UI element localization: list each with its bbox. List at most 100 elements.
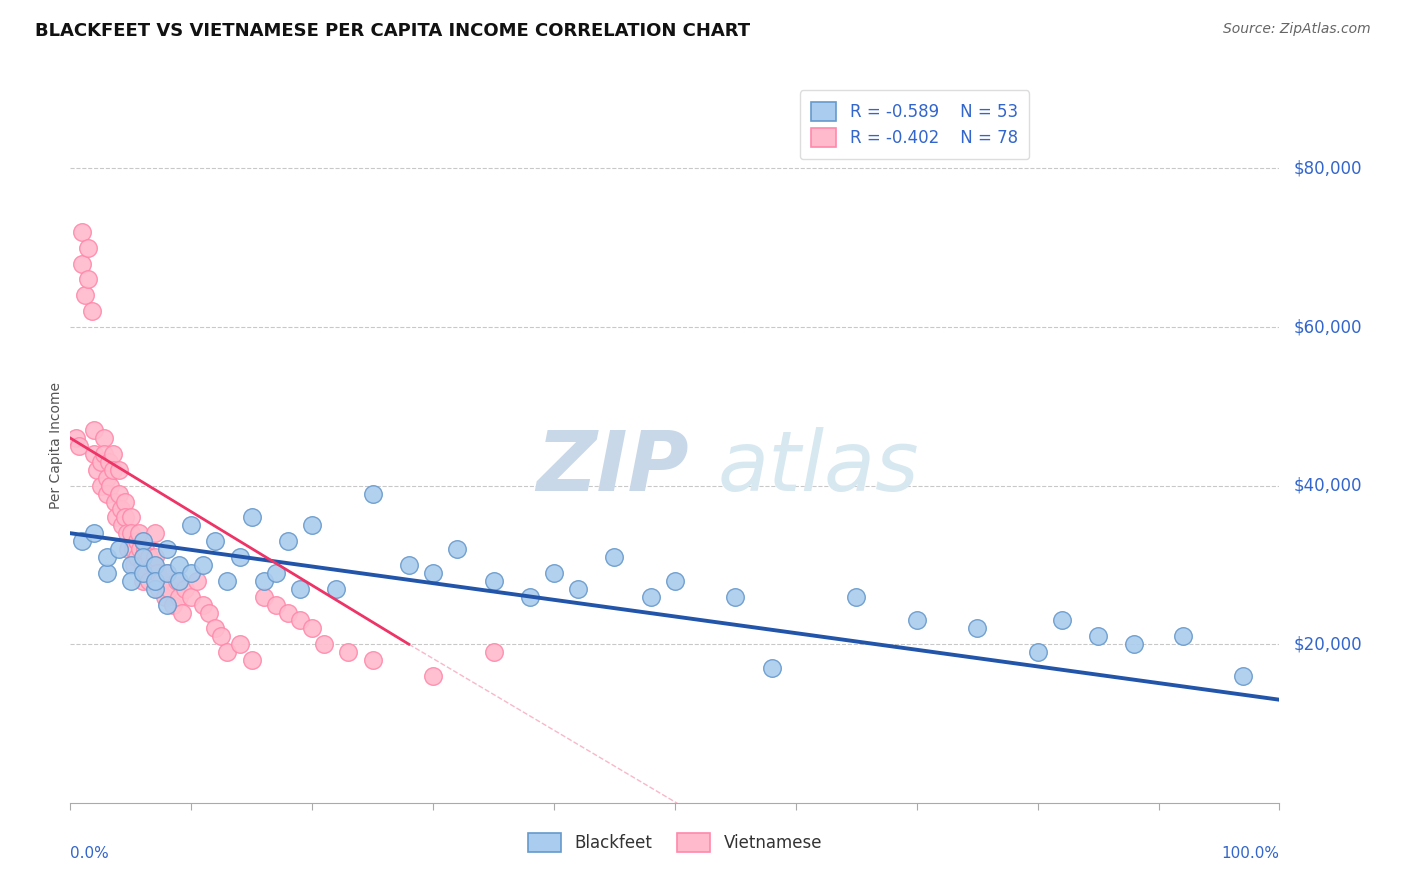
Point xyxy=(170,606,193,620)
Point xyxy=(124,558,146,572)
Point xyxy=(228,549,250,564)
Point xyxy=(519,590,541,604)
Point xyxy=(603,549,626,564)
Point xyxy=(156,598,179,612)
Point xyxy=(83,423,105,437)
Point xyxy=(277,606,299,620)
Point xyxy=(72,257,94,271)
Point xyxy=(204,534,226,549)
Point xyxy=(180,590,202,604)
Point xyxy=(156,566,179,580)
Point xyxy=(120,574,142,588)
Point xyxy=(314,637,336,651)
Point xyxy=(277,534,299,549)
Point xyxy=(83,526,105,541)
Point xyxy=(567,582,589,596)
Point xyxy=(96,549,118,564)
Point xyxy=(217,645,239,659)
Point xyxy=(125,549,148,564)
Point xyxy=(288,614,311,628)
Point xyxy=(167,558,190,572)
Point xyxy=(96,486,118,500)
Point xyxy=(65,431,87,445)
Point xyxy=(167,574,190,588)
Point xyxy=(253,590,276,604)
Point xyxy=(120,510,142,524)
Point xyxy=(156,566,179,580)
Point xyxy=(72,225,94,239)
Point xyxy=(1050,614,1073,628)
Point xyxy=(90,455,111,469)
Text: $80,000: $80,000 xyxy=(1294,160,1362,178)
Point xyxy=(120,526,142,541)
Point xyxy=(1123,637,1146,651)
Point xyxy=(180,518,202,533)
Point xyxy=(117,542,139,557)
Point xyxy=(80,304,103,318)
Point xyxy=(162,598,184,612)
Point xyxy=(966,621,988,635)
Point xyxy=(240,653,263,667)
Point xyxy=(83,447,105,461)
Point xyxy=(114,510,136,524)
Point xyxy=(132,574,155,588)
Point xyxy=(72,534,94,549)
Point xyxy=(422,566,444,580)
Point xyxy=(107,542,129,557)
Point xyxy=(67,439,90,453)
Point xyxy=(90,478,111,492)
Point xyxy=(128,526,150,541)
Point xyxy=(143,582,166,596)
Text: 0.0%: 0.0% xyxy=(70,846,110,861)
Point xyxy=(905,614,928,628)
Point xyxy=(166,574,188,588)
Point xyxy=(446,542,468,557)
Point xyxy=(482,574,505,588)
Point xyxy=(77,272,100,286)
Point xyxy=(211,629,233,643)
Point xyxy=(73,288,96,302)
Text: $40,000: $40,000 xyxy=(1294,476,1362,495)
Point xyxy=(143,526,166,541)
Point xyxy=(101,463,124,477)
Point xyxy=(193,558,215,572)
Text: 100.0%: 100.0% xyxy=(1222,846,1279,861)
Point xyxy=(398,558,420,572)
Point xyxy=(845,590,868,604)
Point xyxy=(198,606,221,620)
Text: $60,000: $60,000 xyxy=(1294,318,1362,336)
Point xyxy=(134,542,156,557)
Text: atlas: atlas xyxy=(717,427,920,508)
Point xyxy=(228,637,250,651)
Point xyxy=(120,558,142,572)
Point xyxy=(93,447,115,461)
Point xyxy=(264,566,287,580)
Point xyxy=(110,502,132,516)
Point xyxy=(153,590,176,604)
Point xyxy=(186,574,208,588)
Point xyxy=(98,478,121,492)
Point xyxy=(640,590,662,604)
Point xyxy=(301,518,323,533)
Point xyxy=(1026,645,1049,659)
Point xyxy=(288,582,311,596)
Point xyxy=(361,653,384,667)
Text: ZIP: ZIP xyxy=(536,427,689,508)
Point xyxy=(132,534,155,549)
Point xyxy=(122,542,145,557)
Point xyxy=(1171,629,1194,643)
Point xyxy=(240,510,263,524)
Text: Source: ZipAtlas.com: Source: ZipAtlas.com xyxy=(1223,22,1371,37)
Point xyxy=(138,549,160,564)
Point xyxy=(325,582,347,596)
Point xyxy=(143,558,166,572)
Point xyxy=(337,645,360,659)
Point xyxy=(114,494,136,508)
Point xyxy=(115,526,138,541)
Point xyxy=(101,447,124,461)
Point xyxy=(143,549,166,564)
Point xyxy=(96,471,118,485)
Legend: Blackfeet, Vietnamese: Blackfeet, Vietnamese xyxy=(520,826,830,859)
Point xyxy=(724,590,747,604)
Point xyxy=(125,534,148,549)
